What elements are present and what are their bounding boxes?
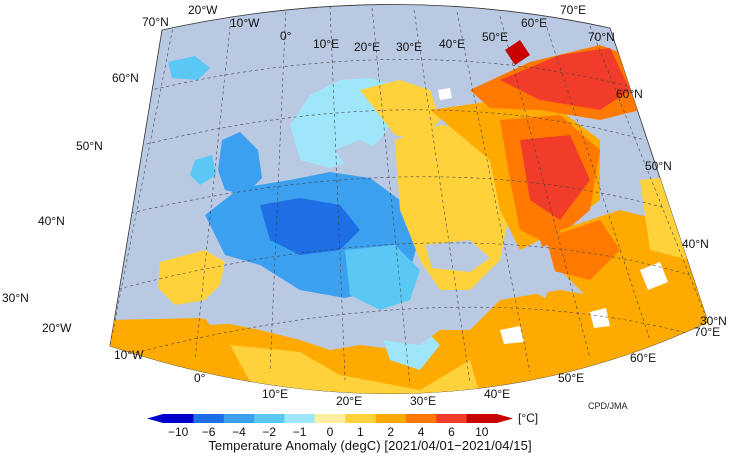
lat-label-70n-right: 70°N bbox=[588, 30, 615, 44]
colorbar-tick-label: 1 bbox=[357, 425, 364, 439]
lat-labels-right: 70°N 60°N 50°N 40°N 30°N bbox=[588, 30, 727, 328]
lat-label-30n-right: 30°N bbox=[700, 314, 727, 328]
sea-black bbox=[425, 240, 490, 272]
lon-label-top-50e: 50°E bbox=[482, 30, 508, 44]
anomaly-region-balkans bbox=[345, 245, 420, 310]
lon-label-bottom-60e: 60°E bbox=[630, 351, 656, 365]
lat-label-60n-right: 60°N bbox=[616, 87, 643, 101]
anomaly-region-eastern-europe bbox=[395, 125, 510, 290]
lon-label-top-60e: 60°E bbox=[521, 16, 547, 30]
lon-label-top-10e: 10°E bbox=[313, 37, 339, 51]
lat-label-50n-right: 50°N bbox=[645, 159, 672, 173]
colorbar-swatch bbox=[284, 414, 316, 423]
anomaly-region-volga bbox=[520, 135, 590, 220]
lon-label-bottom-40e: 40°E bbox=[484, 387, 510, 401]
anomaly-region-sahara bbox=[230, 345, 480, 394]
lat-label-50n-left: 50°N bbox=[76, 139, 103, 153]
lon-label-bottom-30e: 30°E bbox=[410, 394, 436, 408]
lon-label-top-0: 0° bbox=[280, 29, 292, 43]
no-data-patch bbox=[590, 308, 610, 328]
lon-label-top-20e: 20°E bbox=[354, 40, 380, 54]
colorbar-swatch bbox=[345, 414, 376, 423]
colorbar-tick-label: −10 bbox=[168, 425, 189, 439]
lon-labels-bottom: 20°W 10°W 0° 10°E 20°E 30°E 40°E 50°E 60… bbox=[42, 321, 720, 408]
colorbar-swatch bbox=[436, 414, 467, 423]
lon-labels-top: 20°W 10°W 0° 10°E 20°E 30°E 40°E 50°E 60… bbox=[188, 3, 586, 54]
colorbar-swatch bbox=[193, 414, 225, 423]
colorbar-unit-label: [°C] bbox=[518, 411, 538, 425]
lat-labels-left: 70°N 60°N 50°N 40°N 30°N bbox=[2, 15, 169, 305]
colorbar-tick-label: 4 bbox=[418, 425, 425, 439]
anomaly-region-finland bbox=[360, 80, 440, 140]
lat-label-60n-left: 60°N bbox=[112, 71, 139, 85]
map-caption: Temperature Anomaly (degC) [2021/04/01−2… bbox=[208, 438, 532, 453]
colorbar-swatch bbox=[223, 414, 255, 423]
anomaly-region-kazakh bbox=[540, 220, 620, 280]
anomaly-region-ireland bbox=[190, 155, 216, 185]
lon-label-top-10w: 10°W bbox=[230, 16, 260, 30]
lon-label-bottom-0: 0° bbox=[194, 371, 206, 385]
lon-label-bottom-20e: 20°E bbox=[336, 394, 362, 408]
credit-label: CPD/JMA bbox=[588, 401, 628, 411]
lat-label-40n-right: 40°N bbox=[682, 237, 709, 251]
colorbar-swatch bbox=[405, 414, 437, 423]
sea-baltic bbox=[335, 140, 380, 172]
no-data-patch bbox=[640, 262, 668, 290]
anomaly-region-iberia bbox=[158, 250, 225, 305]
colorbar-tick-label: 6 bbox=[448, 425, 455, 439]
anomaly-region-arctic bbox=[500, 48, 630, 110]
lon-label-bottom-10w: 10°W bbox=[114, 348, 144, 362]
colorbar: −10 −6 −4 −2 −1 0 1 2 4 6 10 bbox=[147, 414, 513, 439]
colorbar-max-arrow bbox=[497, 414, 513, 423]
colorbar-swatch bbox=[375, 414, 407, 423]
colorbar-tick-label: 10 bbox=[475, 425, 489, 439]
map-layers bbox=[110, 4, 708, 394]
no-data-patch bbox=[500, 326, 524, 344]
lat-label-40n-left: 40°N bbox=[38, 214, 65, 228]
graticule bbox=[110, 4, 708, 386]
colorbar-swatch bbox=[466, 414, 498, 423]
colorbar-tick-label: −6 bbox=[202, 425, 216, 439]
colorbar-min-arrow bbox=[147, 414, 163, 423]
anomaly-region-iceland bbox=[168, 56, 210, 80]
colorbar-swatch bbox=[314, 414, 346, 423]
colorbar-tick-label: 0 bbox=[327, 425, 334, 439]
anomaly-region-europe-core bbox=[260, 198, 360, 255]
sea-caspian bbox=[530, 245, 556, 298]
lat-label-30n-left: 30°N bbox=[2, 291, 29, 305]
colorbar-swatch bbox=[254, 414, 285, 423]
colorbar-tick-label: −1 bbox=[293, 425, 307, 439]
lon-label-bottom-20w: 20°W bbox=[42, 321, 72, 335]
lat-label-70n-left: 70°N bbox=[142, 15, 169, 29]
anomaly-region-britain bbox=[218, 132, 262, 195]
lon-label-bottom-70e: 70°E bbox=[694, 325, 720, 339]
sea-mediterranean bbox=[200, 300, 440, 345]
colorbar-tick-label: −2 bbox=[262, 425, 276, 439]
colorbar-swatch bbox=[163, 414, 194, 423]
lon-label-top-70e: 70°E bbox=[560, 3, 586, 17]
lon-label-bottom-10e: 10°E bbox=[262, 387, 288, 401]
lon-label-top-30e: 30°E bbox=[396, 40, 422, 54]
no-data-patch bbox=[438, 88, 452, 100]
sea-north bbox=[262, 130, 300, 180]
lon-label-top-40e: 40°E bbox=[439, 37, 465, 51]
colorbar-tick-label: 2 bbox=[387, 425, 394, 439]
colorbar-tick-label: −4 bbox=[232, 425, 246, 439]
lon-label-top-20w: 20°W bbox=[188, 3, 218, 17]
lon-label-bottom-50e: 50°E bbox=[558, 371, 584, 385]
